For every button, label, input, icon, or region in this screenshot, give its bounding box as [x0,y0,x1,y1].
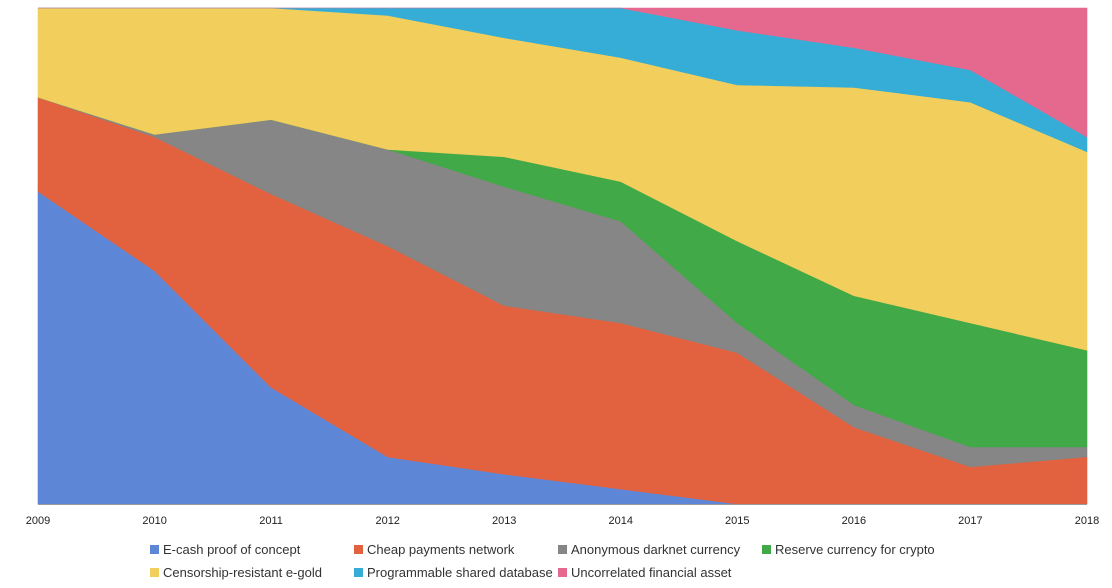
legend-swatch-reserve [762,545,771,554]
legend-label-darknet: Anonymous darknet currency [571,542,741,557]
x-tick-label-2018: 2018 [1075,515,1099,527]
legend: E-cash proof of concept Cheap payments n… [150,538,970,584]
x-tick-label-2011: 2011 [259,515,283,527]
legend-item-darknet: Anonymous darknet currency [558,542,762,557]
legend-swatch-darknet [558,545,567,554]
legend-swatch-uncorrelated [558,568,567,577]
legend-label-ecash: E-cash proof of concept [163,542,301,557]
x-axis-ticks: 2009 2010 2011 2012 2013 2014 2015 2016 2017 2018 [26,515,1099,527]
area-uncorrelated-financial-asset [38,7,1088,138]
legend-item-database: Programmable shared database [354,565,558,580]
legend-item-egold: Censorship-resistant e-gold [150,565,354,580]
legend-swatch-cheap-payments [354,545,363,554]
x-tick-label-2014: 2014 [609,515,633,527]
legend-item-cheap-payments: Cheap payments network [354,542,558,557]
legend-label-cheap-payments: Cheap payments network [367,542,515,557]
legend-swatch-database [354,568,363,577]
legend-swatch-egold [150,568,159,577]
x-tick-label-2012: 2012 [375,515,399,527]
x-tick-label-2010: 2010 [142,515,166,527]
legend-item-uncorrelated: Uncorrelated financial asset [558,565,762,580]
legend-label-reserve: Reserve currency for crypto [775,542,935,557]
legend-item-ecash: E-cash proof of concept [150,542,354,557]
legend-item-reserve: Reserve currency for crypto [762,542,962,557]
x-tick-label-2017: 2017 [958,515,982,527]
legend-label-egold: Censorship-resistant e-gold [163,565,322,580]
legend-row-1: E-cash proof of concept Cheap payments n… [150,538,970,561]
x-tick-label-2015: 2015 [725,515,749,527]
x-tick-label-2016: 2016 [842,515,866,527]
x-tick-label-2013: 2013 [492,515,516,527]
legend-row-2: Censorship-resistant e-gold Programmable… [150,561,970,584]
legend-label-database: Programmable shared database [367,565,553,580]
legend-label-uncorrelated: Uncorrelated financial asset [571,565,732,580]
legend-swatch-ecash [150,545,159,554]
areas-layer [37,7,1088,505]
x-tick-label-2009: 2009 [26,515,50,527]
